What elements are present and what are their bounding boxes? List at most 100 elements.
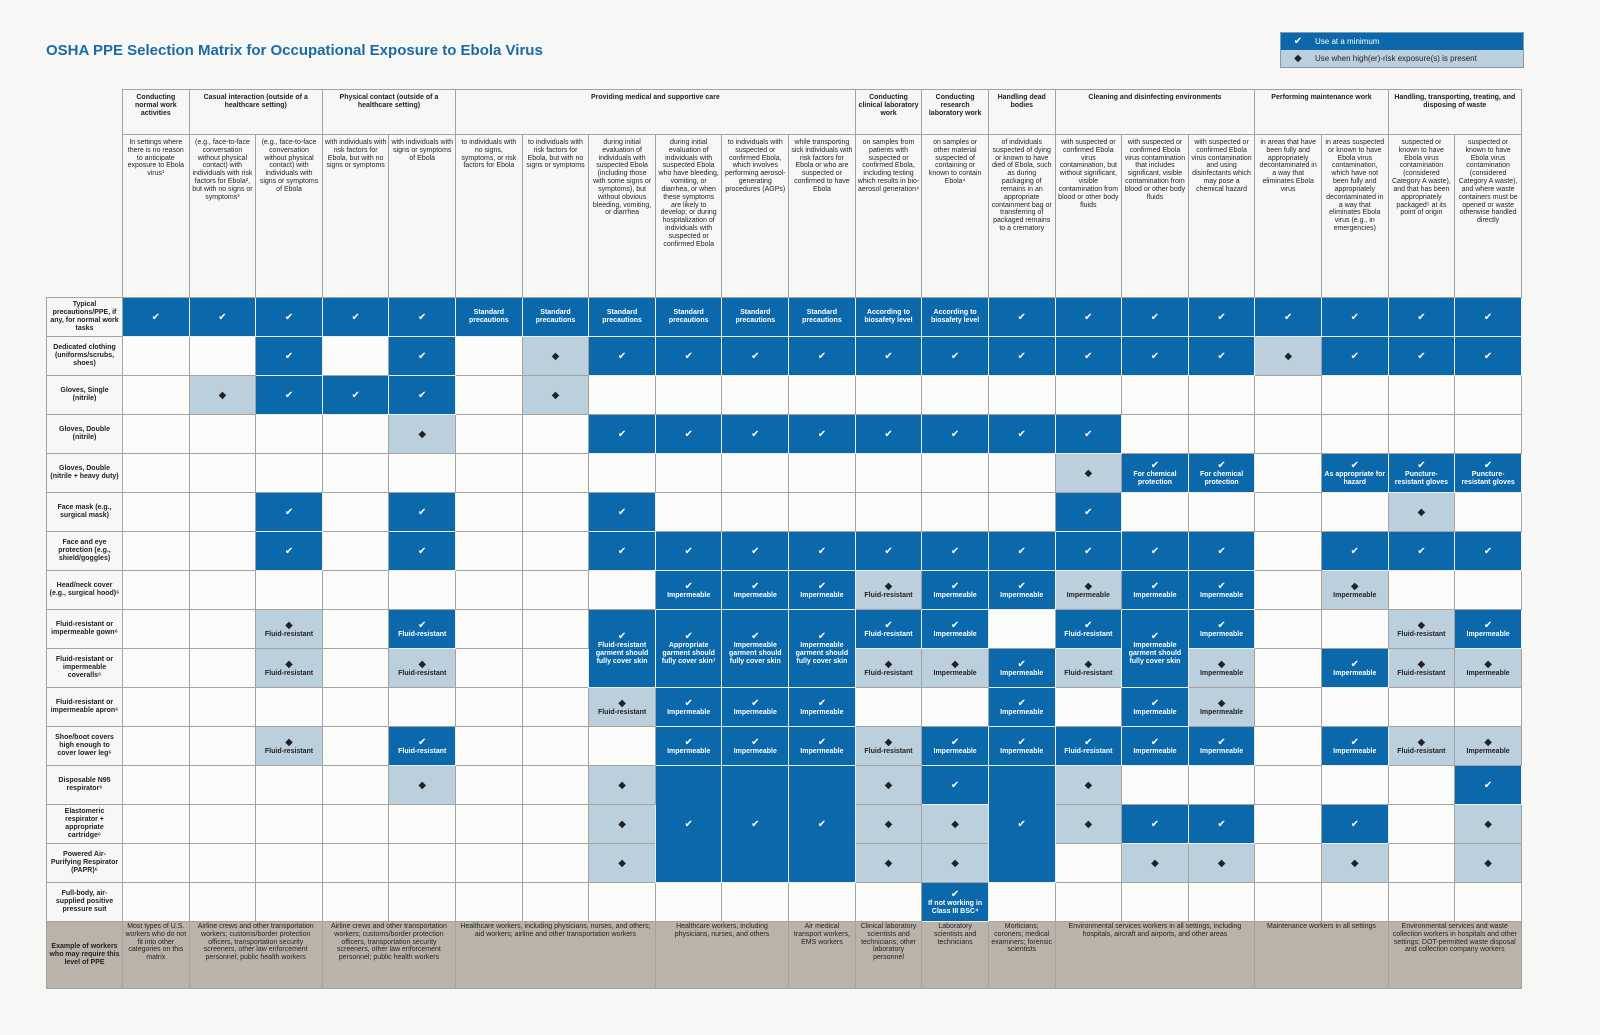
empty-cell (321, 882, 390, 922)
column-description: of individuals suspected of dying or kno… (987, 134, 1056, 298)
cell-symbol: ✔ (1017, 428, 1026, 440)
ppe-cell: ✔ Impermeable (987, 687, 1056, 727)
ppe-row: Fluid-resistant or impermeable apron⁶ ◆ Fl… (46, 687, 1522, 727)
empty-cell (321, 765, 390, 805)
empty-cell (721, 375, 790, 415)
cell-symbol: ✔ (1483, 311, 1493, 323)
cell-symbol: ✔ (1283, 311, 1293, 323)
empty-cell (1254, 843, 1322, 883)
ppe-cell: ◆ Fluid-resistant (854, 570, 923, 610)
ppe-cell: ◆ (1054, 765, 1123, 805)
column-description: with suspected or confirmed Ebola virus … (1054, 134, 1123, 298)
ppe-cell: ✔ (1387, 336, 1456, 376)
ppe-cell: ✔ (921, 336, 989, 376)
cell-text: Fluid-resistant (1064, 669, 1113, 677)
cell-symbol: ✔ (1483, 619, 1493, 631)
empty-cell (521, 414, 590, 454)
cell-symbol: ✔ (1150, 459, 1160, 471)
ppe-cell: ✔ Impermeable (654, 687, 723, 727)
cell-text: Impermeable (933, 669, 977, 677)
cell-symbol: ✔ (684, 580, 693, 592)
example-cell: Morticians; coroners; medical examiners;… (987, 921, 1056, 989)
empty-cell (188, 648, 257, 688)
ppe-cell: ✔ Impermeable (987, 648, 1056, 688)
cell-symbol: ◆ (1417, 736, 1426, 748)
ppe-cell: ◆ Impermeable (1054, 570, 1123, 610)
ppe-cell: ✔ (987, 765, 1056, 883)
ppe-cell: ◆ Fluid-resistant (255, 726, 323, 766)
cell-symbol: ✔ (1217, 311, 1226, 323)
cell-symbol: ✔ (1483, 459, 1493, 471)
ppe-cell: ✔ Fluid-resistant (388, 726, 457, 766)
ppe-cell: ✔ Puncture-resistant gloves (1454, 453, 1522, 493)
cell-symbol: ◆ (1350, 580, 1359, 592)
empty-cell (854, 492, 923, 532)
ppe-cell: ✔ (788, 765, 856, 883)
legend-symbol: ◆ (1294, 53, 1302, 64)
example-cell: Airline crews and other transportation w… (188, 921, 323, 989)
ppe-cell: ◆ Impermeable (921, 648, 989, 688)
empty-cell (255, 765, 323, 805)
column-description: suspected or known to have Ebola virus c… (1454, 134, 1522, 298)
cell-symbol: ✔ (617, 428, 627, 440)
cell-symbol: ◆ (884, 857, 893, 869)
cell-text: Impermeable (933, 630, 977, 638)
ppe-cell: ✔ (1320, 297, 1389, 337)
cell-text: Fluid-resistant (264, 630, 314, 638)
empty-cell (1454, 687, 1522, 727)
empty-cell (188, 336, 257, 376)
row-label: Face and eye protection (e.g., shield/go… (46, 531, 123, 571)
column-description: to individuals with no signs, symptoms, … (455, 134, 523, 298)
empty-cell (388, 882, 457, 922)
cell-symbol: ✔ (418, 619, 427, 631)
empty-cell (321, 609, 390, 649)
empty-cell (455, 882, 523, 922)
empty-cell (1054, 687, 1123, 727)
group-header: Providing medical and supportive care (455, 89, 856, 135)
ppe-cell: ✔ (1054, 297, 1123, 337)
ppe-cell: ◆ (521, 336, 590, 376)
empty-cell (122, 375, 190, 415)
empty-cell (721, 882, 790, 922)
empty-cell (188, 765, 257, 805)
ppe-cell: ✔ (987, 531, 1056, 571)
cell-symbol: ✔ (1084, 619, 1093, 631)
cell-symbol: ✔ (617, 631, 627, 643)
cell-text: Impermeable (800, 747, 844, 755)
row-label: Fluid-resistant or impermeable apron⁶ (46, 687, 123, 727)
empty-cell (1320, 687, 1389, 727)
cell-symbol: ◆ (218, 389, 227, 401)
cell-symbol: ✔ (950, 580, 960, 592)
empty-cell (1454, 414, 1522, 454)
ppe-cell: ✔ Impermeable (1121, 726, 1189, 766)
cell-symbol: ✔ (418, 736, 427, 748)
cell-text: Fluid-resistant (864, 669, 913, 677)
cell-text: Fluid-resistant (864, 747, 913, 755)
example-cell: Most types of U.S. workers who do not fi… (122, 921, 190, 989)
empty-cell (1121, 375, 1189, 415)
ppe-cell: ✔ (255, 492, 323, 532)
group-header: Conducting research laboratory work (921, 89, 989, 135)
ppe-cell: ◆ Fluid-resistant (1387, 648, 1456, 688)
ppe-cell: ✔ Impermeable (1121, 687, 1189, 727)
ppe-cell: ◆ Fluid-resistant (1387, 609, 1456, 649)
ppe-cell: ✔ For chemical protection (1121, 453, 1189, 493)
ppe-cell: ✔ Fluid-resistant (1054, 726, 1123, 766)
ppe-cell: ✔ (255, 375, 323, 415)
cell-symbol: ◆ (884, 658, 893, 670)
empty-cell (654, 492, 723, 532)
cell-symbol: ✔ (751, 545, 760, 557)
cell-symbol: ✔ (1217, 736, 1226, 748)
cell-text: Impermeable (1000, 669, 1044, 677)
ppe-cell: ✔ Fluid-resistant (1054, 609, 1123, 649)
cell-symbol: ✔ (1350, 818, 1359, 830)
cell-text: Impermeable (1199, 591, 1244, 599)
empty-cell (588, 375, 656, 415)
group-header: Cleaning and disinfecting environments (1054, 89, 1256, 135)
cell-symbol: ✔ (1150, 350, 1160, 362)
cell-symbol: ◆ (1217, 697, 1226, 709)
cell-symbol: ◆ (285, 736, 293, 748)
ppe-cell: ✔ (588, 336, 656, 376)
empty-cell (987, 375, 1056, 415)
row-label: Shoe/boot covers high enough to cover lo… (46, 726, 123, 766)
